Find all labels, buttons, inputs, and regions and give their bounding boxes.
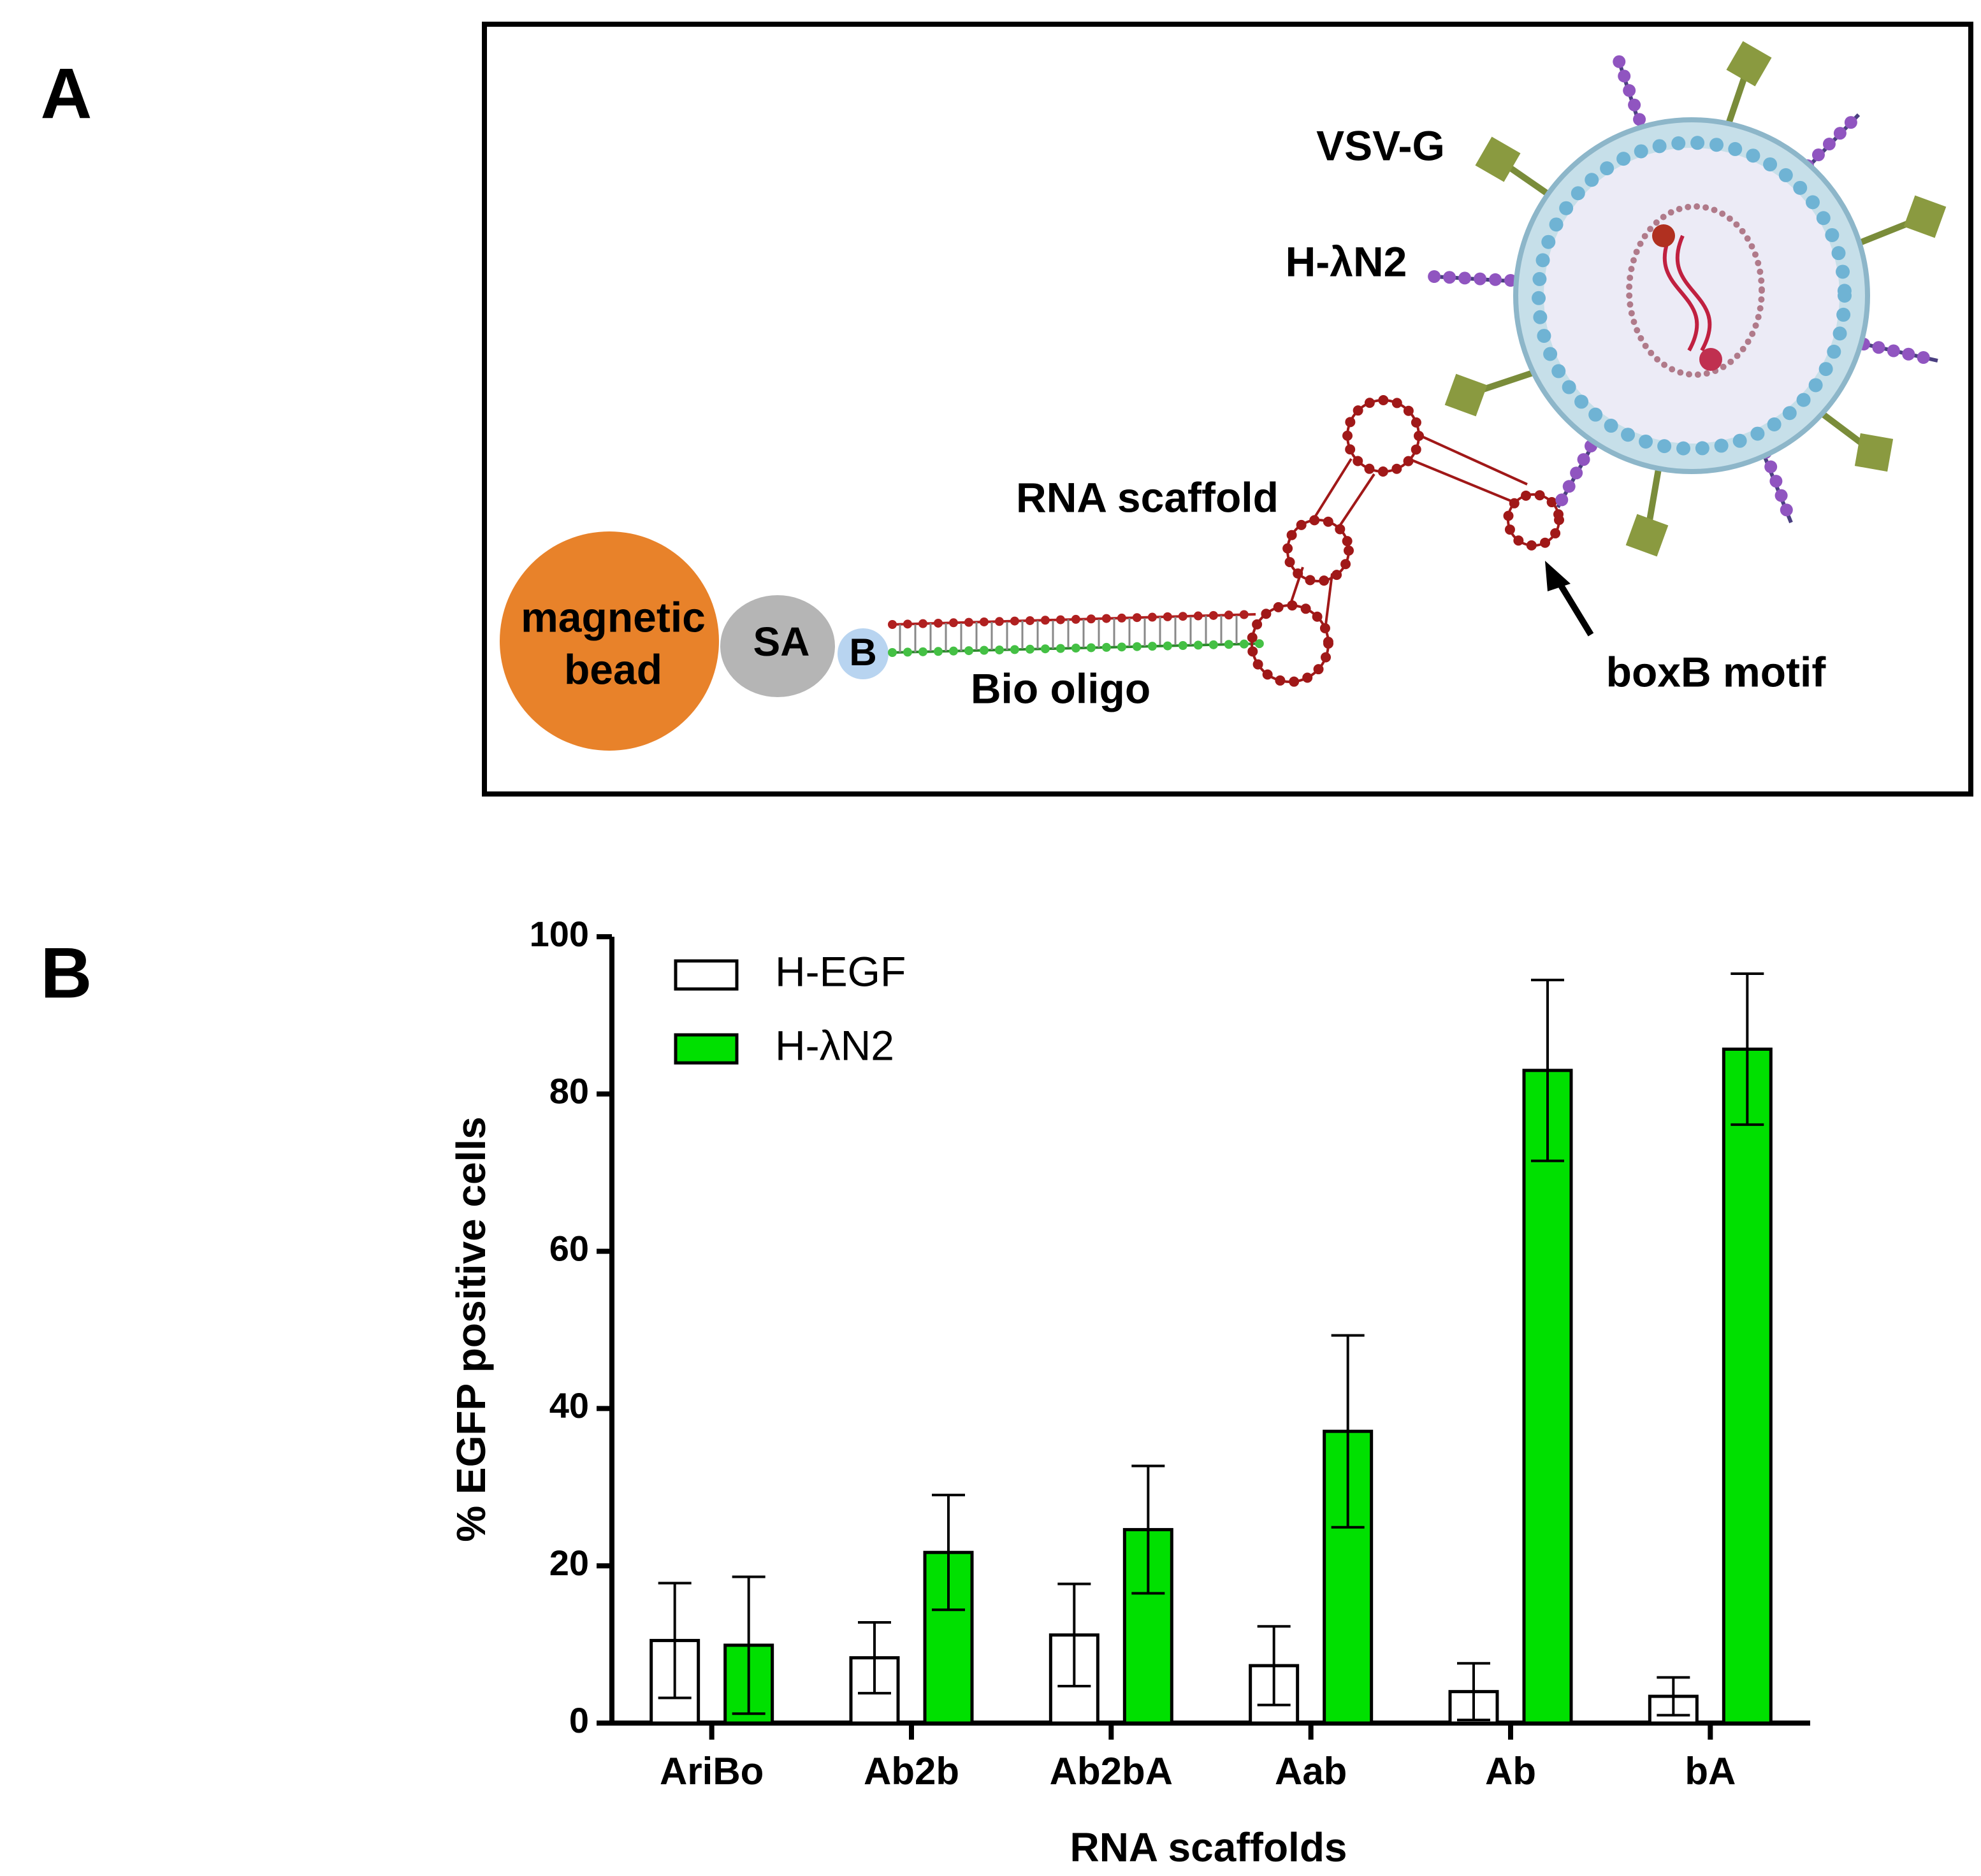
legend-label: H-λN2 <box>775 1021 894 1069</box>
ligand-label: H-λN2 <box>1286 238 1407 285</box>
biotin-label: B <box>849 631 876 674</box>
x-tick-label: AriBo <box>660 1750 764 1793</box>
error-bar <box>858 1621 891 1695</box>
arrowhead <box>1545 561 1571 591</box>
x-axis-title: RNA scaffolds <box>1070 1824 1347 1870</box>
error-bar <box>1457 1662 1490 1722</box>
error-bar <box>658 1582 692 1699</box>
error-bar <box>1057 1582 1091 1687</box>
x-tick-label: bA <box>1685 1750 1736 1793</box>
error-bar <box>1657 1676 1690 1717</box>
motif-label: boxB motif <box>1606 648 1827 695</box>
y-tick-label: 100 <box>530 914 589 954</box>
x-tick-label: Aab <box>1275 1750 1347 1793</box>
y-tick-label: 80 <box>549 1071 589 1111</box>
error-bar <box>1131 1464 1165 1595</box>
oligo-label: Bio oligo <box>971 665 1150 712</box>
bar <box>1522 1069 1573 1725</box>
panel-label: A <box>41 54 92 134</box>
bead-label: magnetic <box>521 593 706 640</box>
biotin <box>838 628 889 679</box>
chart: RNA scaffolds % EGFP positive cells 0 20 4… <box>448 914 1810 1870</box>
y-tick-label: 0 <box>569 1700 589 1740</box>
sa-label: SA <box>753 619 810 665</box>
error-bar <box>732 1575 766 1715</box>
virus <box>1428 41 1947 557</box>
streptavidin <box>720 595 835 697</box>
legend-label: H-EGF <box>775 948 906 995</box>
rna-scaffold <box>1247 395 1564 687</box>
x-tick-label: Ab2bA <box>1050 1750 1173 1793</box>
bead <box>500 531 719 751</box>
error-bar <box>932 1494 965 1612</box>
duplex <box>888 610 1266 657</box>
scaffold-label: RNA scaffold <box>1016 473 1279 521</box>
error-bar <box>1531 978 1564 1162</box>
legend-swatch <box>674 959 739 991</box>
y-tick-label: 60 <box>549 1228 589 1268</box>
x-tick-label: Ab <box>1485 1750 1536 1793</box>
error-bar <box>1731 972 1764 1126</box>
diagram-frame <box>482 22 1973 797</box>
error-bar <box>1257 1625 1291 1706</box>
bar <box>1722 1047 1773 1725</box>
legend-swatch <box>674 1033 739 1065</box>
vsvg-label: VSV-G <box>1316 122 1445 169</box>
y-tick-label: 20 <box>549 1543 589 1583</box>
diagram: magnetic bead SA B Bio oligo RNA scaffol… <box>482 22 1973 797</box>
error-bar <box>1331 1334 1365 1529</box>
y-axis-title: % EGFP positive cells <box>448 1116 494 1542</box>
x-tick-label: Ab2b <box>864 1750 959 1793</box>
y-tick-label: 40 <box>549 1385 589 1425</box>
bead-label: bead <box>564 646 662 693</box>
panel-label: B <box>41 934 92 1013</box>
